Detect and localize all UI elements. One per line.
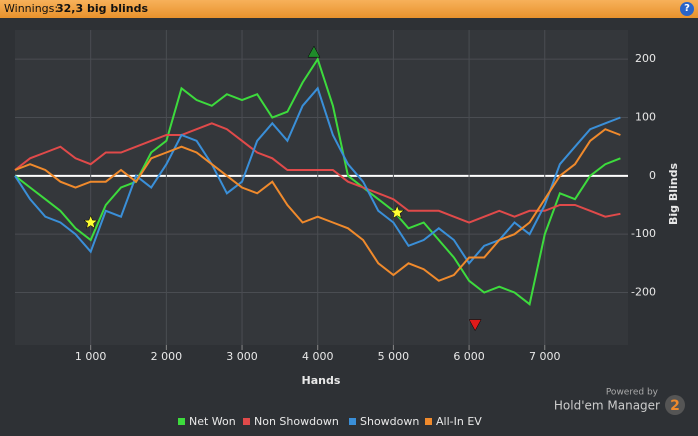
legend-label: Net Won bbox=[189, 415, 236, 428]
x-tick-label: 7 000 bbox=[529, 350, 561, 363]
series-line bbox=[14, 122, 621, 224]
marker bbox=[83, 214, 98, 229]
help-button[interactable]: ? bbox=[680, 2, 694, 16]
powered-by: Powered by bbox=[606, 388, 659, 398]
legend-label: All-In EV bbox=[436, 415, 482, 428]
marker bbox=[307, 45, 321, 58]
legend-swatch bbox=[349, 418, 356, 425]
series-line bbox=[14, 128, 621, 282]
marker bbox=[389, 204, 405, 219]
legend-swatch bbox=[425, 418, 432, 425]
x-tick-label: 1 000 bbox=[75, 350, 107, 363]
y-tick-label: -100 bbox=[631, 227, 656, 240]
plot-area bbox=[15, 30, 628, 345]
y-tick-label: 200 bbox=[635, 52, 656, 65]
legend-label: Showdown bbox=[360, 415, 419, 428]
product-name: Hold'em Manager bbox=[554, 399, 660, 413]
y-tick-label: 100 bbox=[635, 111, 656, 124]
series-line bbox=[14, 86, 621, 265]
y-axis-title: Big Blinds bbox=[667, 163, 680, 225]
legend-swatch bbox=[243, 418, 250, 425]
series-line bbox=[14, 56, 621, 306]
x-tick-label: 6 000 bbox=[453, 350, 485, 363]
chart: Hands Big Blinds Powered by Hold'em Mana… bbox=[14, 30, 685, 428]
x-tick-label: 5 000 bbox=[378, 350, 410, 363]
x-tick-label: 3 000 bbox=[226, 350, 258, 363]
x-tick-label: 4 000 bbox=[302, 350, 334, 363]
legend-label: Non Showdown bbox=[254, 415, 339, 428]
x-tick-label: 2 000 bbox=[151, 350, 183, 363]
header-label: Winnings: bbox=[4, 2, 59, 15]
y-tick-label: 0 bbox=[649, 169, 656, 182]
x-axis-title: Hands bbox=[302, 374, 341, 387]
marker bbox=[468, 319, 482, 332]
logo-number: 2 bbox=[670, 398, 680, 414]
logo-badge bbox=[665, 395, 685, 415]
y-tick-label: -200 bbox=[631, 286, 656, 299]
legend-swatch bbox=[178, 418, 185, 425]
header-bar: Winnings: 32,3 big blinds ? bbox=[0, 0, 698, 18]
header-value: 32,3 big blinds bbox=[56, 2, 148, 15]
